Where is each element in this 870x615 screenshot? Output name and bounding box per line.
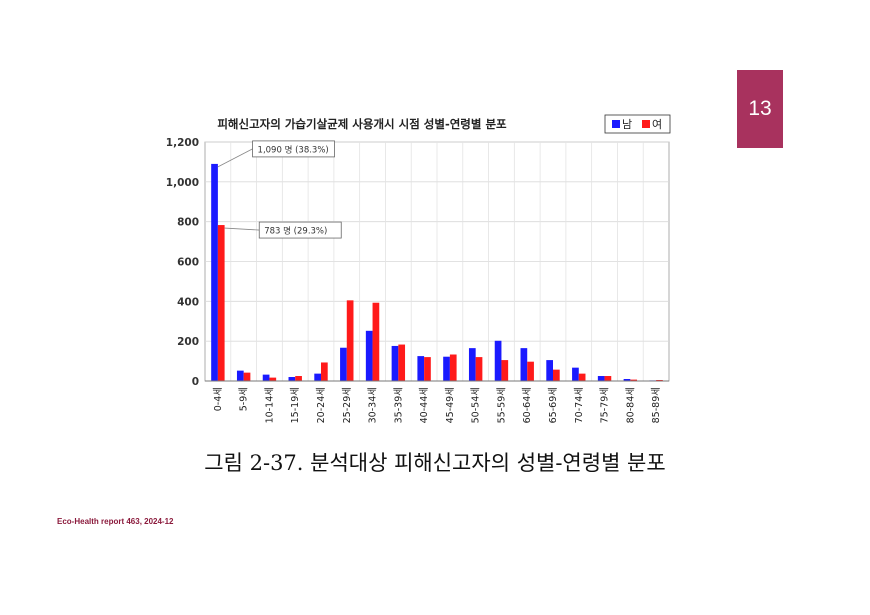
bar-male: [546, 360, 553, 381]
x-tick-label: 20-24세: [316, 387, 327, 423]
y-tick-label: 1,000: [166, 177, 199, 189]
bar-chart: 피해신고자의 가습기살균제 사용개시 시점 성별-연령별 분포 0 200 400 6…: [166, 114, 671, 423]
bar-female: [372, 302, 380, 381]
legend-label: 남: [622, 118, 632, 131]
bar-female: [501, 360, 509, 381]
bar-male: [468, 348, 476, 381]
bar-female: [630, 379, 638, 381]
bar-female: [527, 361, 534, 381]
bar-male: [520, 348, 528, 381]
x-tick-label: 45-49세: [445, 387, 456, 423]
bar-male: [314, 373, 321, 381]
x-tick-label: 85-89세: [651, 387, 662, 423]
y-tick-label: 1,200: [166, 137, 199, 149]
x-tick-label: 30-34세: [368, 387, 379, 423]
x-tick-label: 75-79세: [600, 387, 611, 423]
bar-female: [243, 372, 251, 381]
x-tick-label: 40-44세: [419, 387, 430, 423]
bar-female: [424, 357, 431, 381]
bar-female: [449, 354, 457, 381]
bar-male: [391, 345, 399, 381]
bar-female: [269, 377, 277, 381]
chart-title: 피해신고자의 가습기살균제 사용개시 시점 성별-연령별 분포: [217, 117, 507, 131]
x-tick-label: 35-39세: [393, 387, 404, 423]
y-tick-label: 0: [192, 376, 199, 388]
y-tick-label: 200: [177, 336, 199, 348]
bar-male: [417, 356, 425, 381]
chart-annotations: 1,090 명 (38.3%) 783 명 (29.3%): [217, 140, 342, 239]
x-tick-label: 0-4세: [213, 387, 224, 411]
bar-male: [623, 379, 631, 381]
bar-female: [217, 225, 225, 381]
x-tick-label: 10-14세: [264, 387, 275, 423]
annotation-leader: [217, 148, 253, 168]
x-tick-label: 55-59세: [496, 387, 507, 423]
bar-female: [578, 373, 586, 381]
bar-male: [494, 340, 502, 381]
footer-text: Eco-Health report 463, 2024-12: [57, 517, 174, 526]
bar-male: [572, 367, 579, 381]
bar-female: [321, 362, 328, 381]
y-tick-label: 800: [177, 217, 199, 229]
chart-container: 피해신고자의 가습기살균제 사용개시 시점 성별-연령별 분포 0 200 400 6…: [155, 108, 678, 434]
page-number: 13: [748, 97, 772, 120]
bar-male: [211, 163, 218, 381]
page-number-badge: 13: [737, 70, 783, 148]
figure-caption: 그림 2-37. 분석대상 피해신고자의 성별-연령별 분포: [204, 451, 666, 475]
chart-axes: 0 200 400 600 800 1,000 1,200 0-4세 5-9세 10-14세 15-…: [166, 137, 669, 423]
bar-male: [262, 374, 270, 381]
annotation-leader: [224, 227, 260, 231]
x-tick-label: 50-54세: [471, 387, 482, 423]
x-tick-label: 70-74세: [574, 387, 585, 423]
bar-male: [597, 376, 605, 381]
bar-female: [295, 376, 302, 381]
legend-swatch: [642, 120, 650, 128]
annotation-label: 783 명 (29.3%): [264, 226, 327, 237]
bar-female: [553, 369, 560, 381]
y-tick-label: 600: [177, 257, 199, 269]
bar-female: [604, 376, 612, 381]
legend-swatch: [612, 120, 620, 128]
bar-male: [365, 330, 373, 381]
annotation-box: [252, 140, 335, 158]
x-tick-label: 25-29세: [342, 387, 353, 423]
bar-male: [236, 370, 244, 381]
annotation-label: 1,090 명 (38.3%): [258, 144, 329, 155]
bar-male: [443, 356, 450, 381]
x-tick-label: 5-9세: [239, 387, 250, 411]
x-tick-label: 80-84세: [625, 387, 636, 423]
bar-female: [398, 344, 406, 381]
bar-male: [340, 347, 347, 381]
bar-female: [346, 300, 354, 381]
x-tick-label: 65-69세: [548, 387, 559, 423]
bar-female: [475, 357, 483, 381]
y-tick-label: 400: [177, 296, 199, 308]
legend-box: [604, 114, 671, 134]
x-tick-label: 60-64세: [522, 387, 533, 423]
bar-male: [288, 377, 296, 381]
x-tick-label: 15-19세: [290, 387, 301, 423]
chart-bars: [211, 163, 663, 381]
chart-grid: [204, 141, 670, 382]
annotation-box: [258, 221, 342, 239]
legend-label: 여: [652, 118, 662, 131]
